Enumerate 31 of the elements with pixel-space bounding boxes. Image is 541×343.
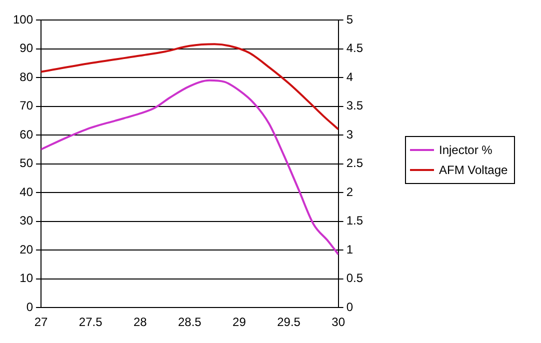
x-tick-label: 28.5: [178, 315, 202, 330]
y-tick-label: 70: [20, 98, 34, 113]
x-tick-label: 27.5: [78, 315, 103, 330]
y2-tick-label: 0.5: [346, 271, 364, 286]
y2-tick-label: 2: [346, 184, 354, 199]
x-tick-label: 30: [332, 315, 346, 330]
y2-tick-label: 1.5: [346, 214, 364, 228]
y-tick-label: 100: [12, 12, 34, 26]
y-tick-label: 30: [20, 214, 34, 228]
y-tick-label: 50: [20, 156, 34, 170]
y-tick-label: 60: [20, 127, 34, 142]
legend-label: AFM Voltage: [439, 162, 508, 179]
y-tick-label: 40: [20, 184, 34, 199]
x-tick-label: 27: [34, 315, 48, 330]
y-tick-label: 0: [26, 300, 34, 314]
y2-tick-label: 3: [346, 127, 354, 142]
y2-tick-label: 0: [346, 300, 354, 314]
y-tick-label: 80: [20, 70, 34, 84]
y2-tick-label: 3.5: [346, 98, 364, 113]
y2-tick-label: 5: [346, 12, 354, 26]
x-tick-label: 29.5: [277, 315, 301, 330]
legend-label: Injector %: [439, 142, 492, 159]
y-tick-label: 10: [20, 271, 34, 286]
y-tick-label: 90: [20, 41, 34, 56]
x-tick-label: 28: [133, 315, 148, 330]
y-tick-label: 20: [20, 242, 34, 256]
y2-tick-label: 4.5: [346, 41, 364, 56]
y2-tick-label: 1: [346, 242, 354, 256]
x-tick-label: 29: [232, 315, 246, 330]
y2-tick-label: 4: [346, 70, 354, 84]
y2-tick-label: 2.5: [346, 156, 364, 170]
